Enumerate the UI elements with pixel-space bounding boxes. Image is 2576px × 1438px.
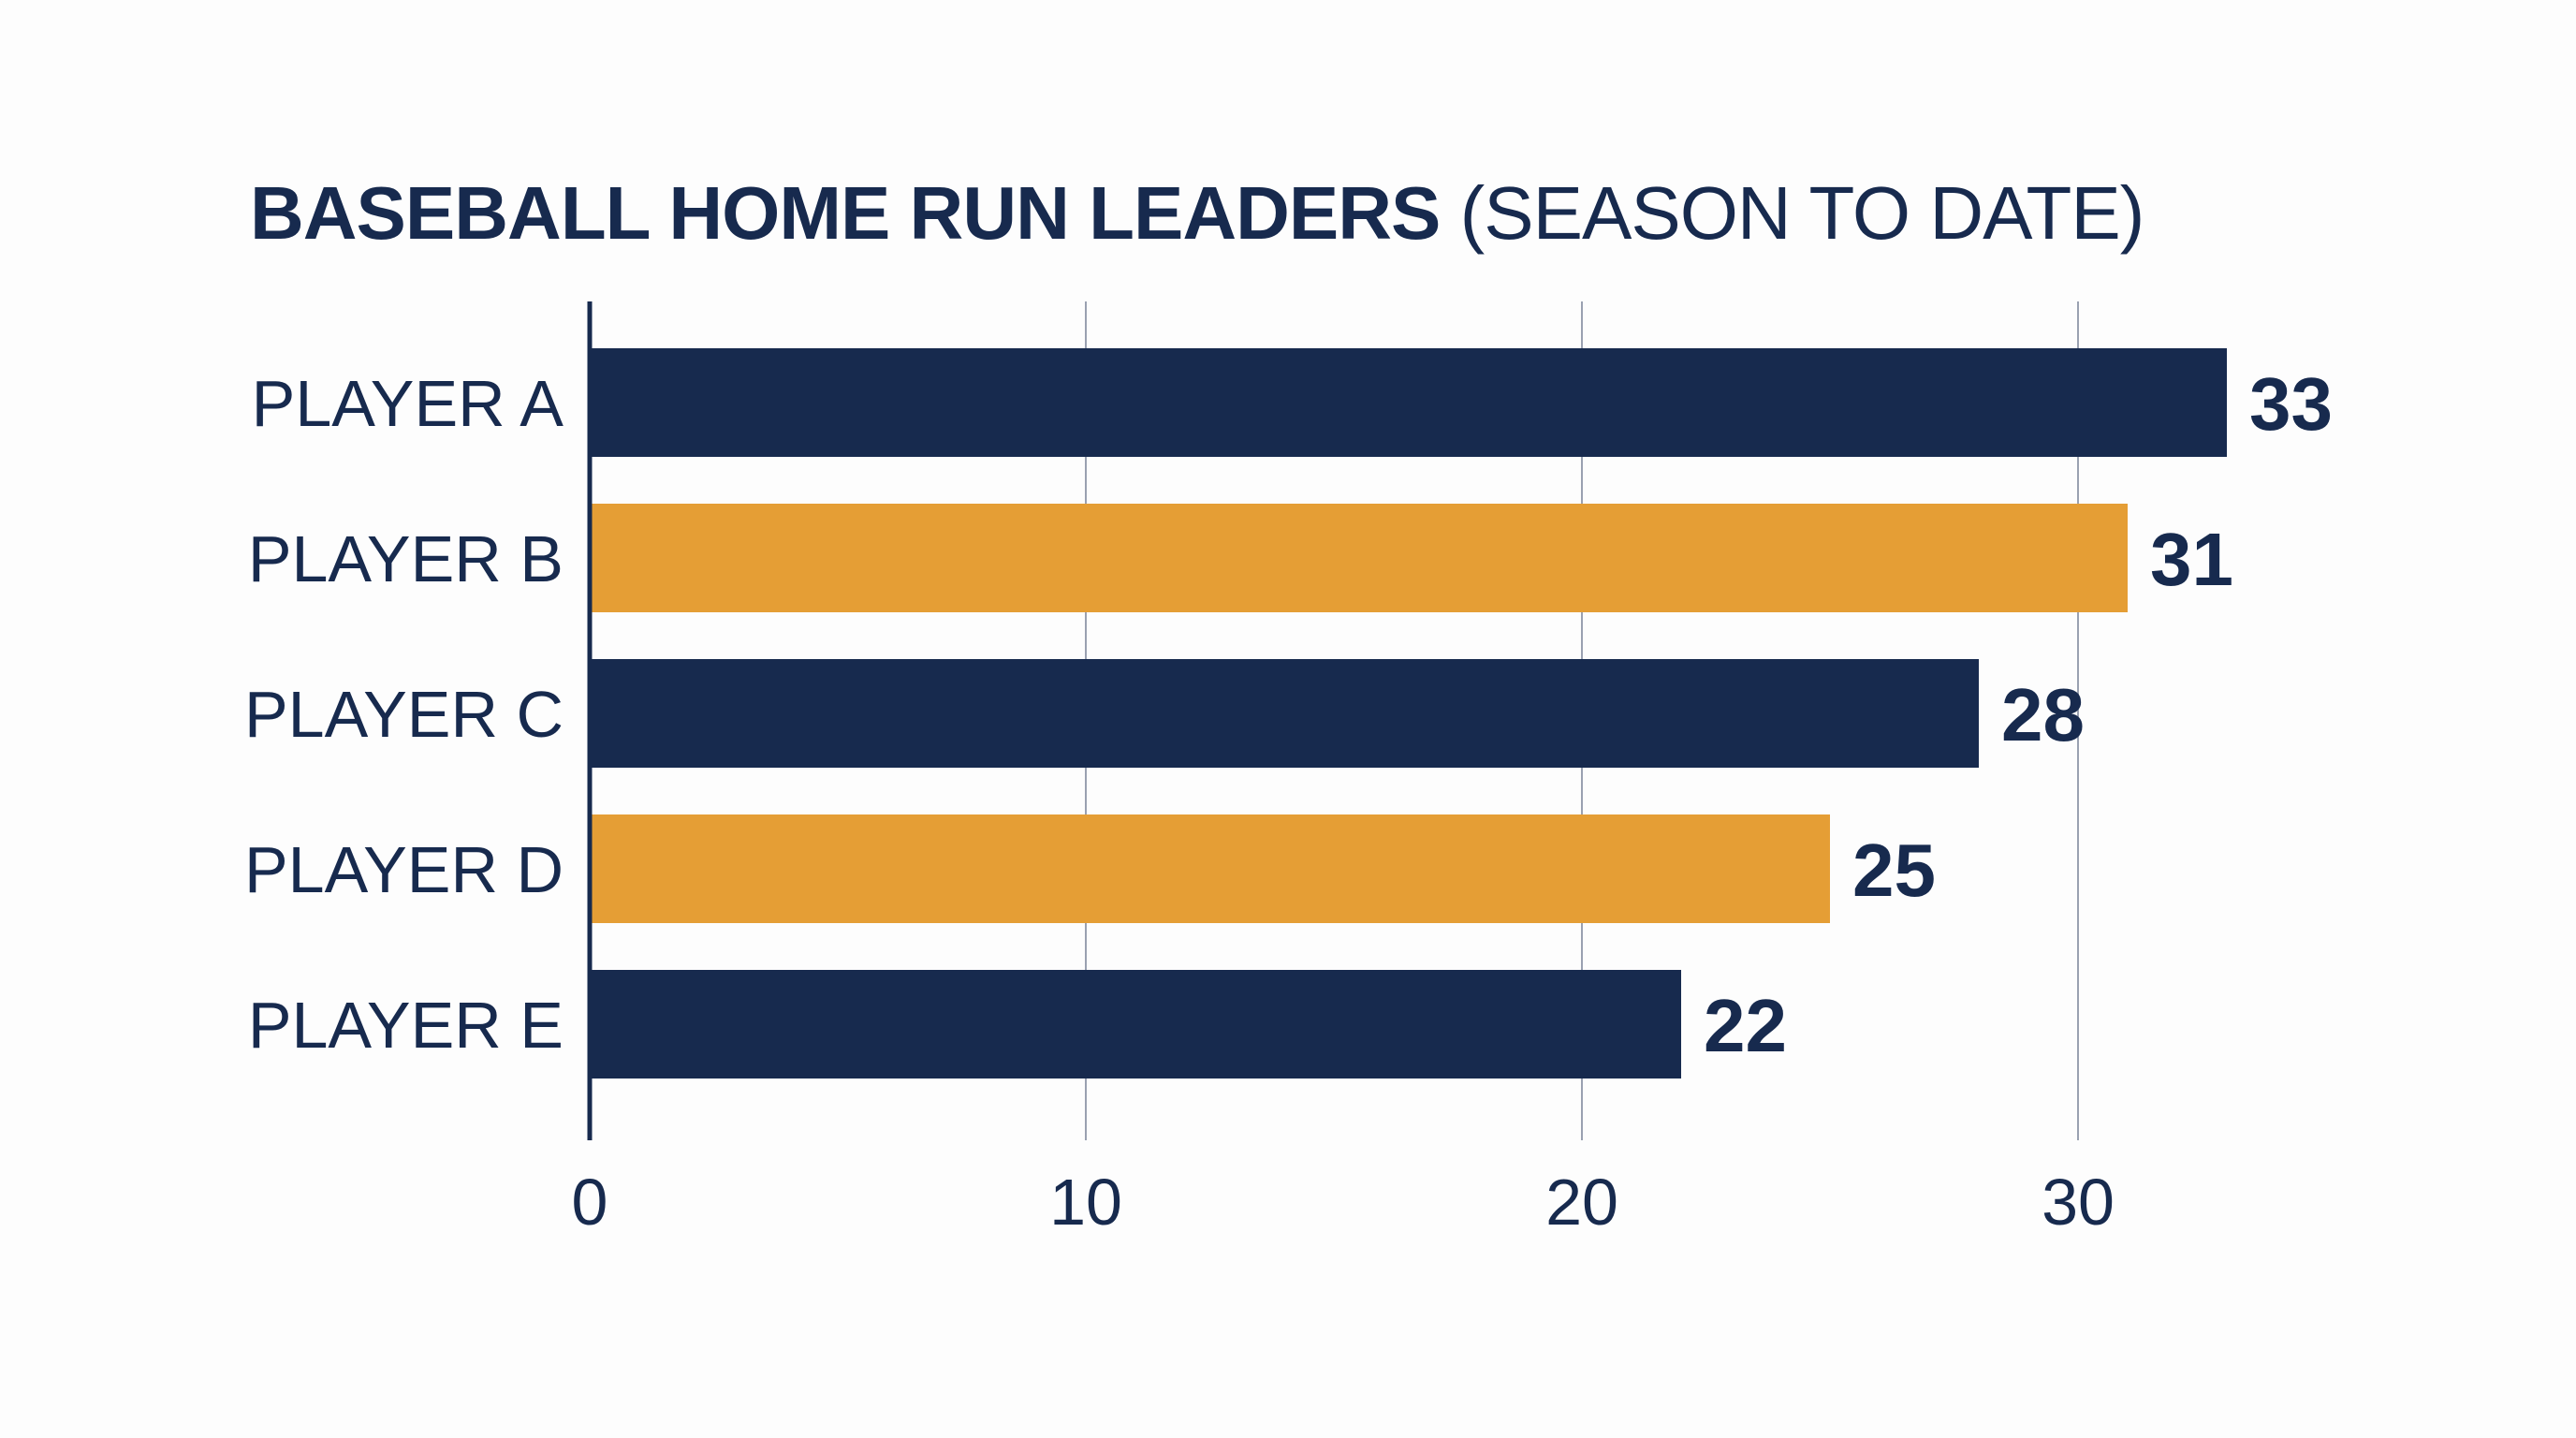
chart-title-main: BASEBALL HOME RUN LEADERS — [250, 171, 1441, 255]
data-label: 22 — [1704, 984, 1787, 1067]
data-label: 31 — [2150, 518, 2233, 601]
category-label: PLAYER C — [244, 678, 564, 751]
bar — [590, 348, 2227, 457]
bar — [590, 504, 2128, 612]
category-label: PLAYER B — [248, 522, 564, 595]
category-label: PLAYER A — [252, 367, 564, 440]
chart-subtitle: (SEASON TO DATE) — [1459, 171, 2145, 255]
chart-title: BASEBALL HOME RUN LEADERS (SEASON TO DAT… — [250, 167, 2144, 260]
x-tick-label: 10 — [1049, 1166, 1122, 1239]
bar — [590, 814, 1830, 923]
x-tick-label: 20 — [1545, 1166, 1618, 1239]
x-tick-label: 0 — [572, 1166, 608, 1239]
bar — [590, 970, 1681, 1078]
bars — [590, 348, 2227, 1078]
category-label: PLAYER D — [244, 833, 564, 906]
x-tick-label: 30 — [2042, 1166, 2115, 1239]
category-label: PLAYER E — [248, 989, 564, 1062]
labels: 0 10 20 30 PLAYER A 33 PLAYER B 31 PLAYER C 28 PLA… — [244, 362, 2333, 1239]
data-label: 33 — [2249, 362, 2333, 446]
data-label: 25 — [1852, 829, 1936, 912]
bar — [590, 659, 1979, 768]
data-label: 28 — [2001, 673, 2085, 756]
